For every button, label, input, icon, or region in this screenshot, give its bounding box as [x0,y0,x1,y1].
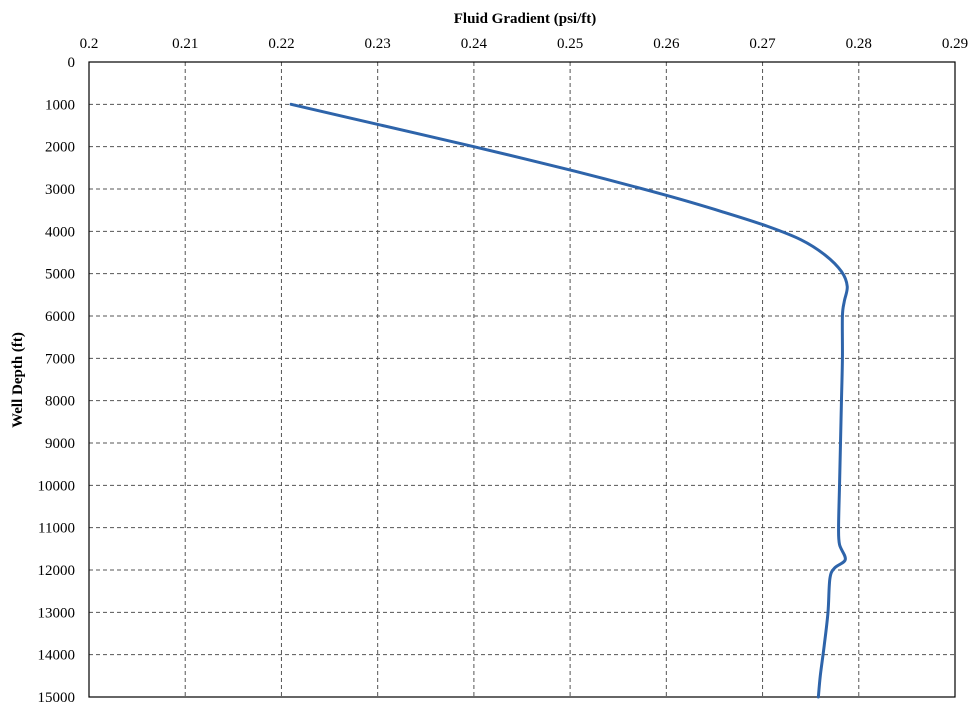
x-tick-label: 0.25 [557,36,583,52]
y-tick-label: 11000 [38,521,75,537]
y-tick-label: 0 [68,55,76,71]
x-tick-label: 0.26 [653,36,680,52]
x-tick-label: 0.24 [461,36,488,52]
y-tick-label: 5000 [45,267,75,283]
x-tick-label: 0.23 [365,36,391,52]
y-tick-label: 13000 [38,605,76,621]
y-tick-label: 10000 [38,478,76,494]
x-tick-labels: 0.2 0.21 0.22 0.23 0.24 0.25 0.26 0.27 0.28 0.29 [80,36,969,52]
x-tick-label: 0.29 [942,36,968,52]
y-tick-label: 12000 [38,563,76,579]
y-tick-label: 1000 [45,97,75,113]
y-tick-label: 8000 [45,394,75,410]
plot-area-frame [88,61,956,698]
y-tick-label: 2000 [45,140,75,156]
y-tick-label: 6000 [45,309,75,325]
y-axis-title: Well Depth (ft) [10,332,26,428]
y-gridlines [89,103,955,656]
x-gridlines [184,62,860,697]
y-tick-labels: 0 1000 2000 3000 4000 5000 6000 7000 8000 9000 100… [38,55,76,703]
y-tick-label: 9000 [45,436,75,452]
y-tick-label: 4000 [45,224,75,240]
x-axis-title: Fluid Gradient (psi/ft) [454,11,597,27]
y-tick-label: 7000 [45,351,75,367]
x-tick-label: 0.28 [846,36,872,52]
x-tick-label: 0.2 [80,36,99,52]
x-tick-label: 0.22 [268,36,294,52]
series-line-fluid-gradient [289,102,849,699]
y-tick-label: 3000 [45,182,75,198]
y-tick-label: 14000 [38,648,76,664]
x-tick-label: 0.21 [172,36,198,52]
x-tick-label: 0.27 [749,36,776,52]
y-tick-label: 15000 [38,690,76,703]
series-group [289,102,849,699]
